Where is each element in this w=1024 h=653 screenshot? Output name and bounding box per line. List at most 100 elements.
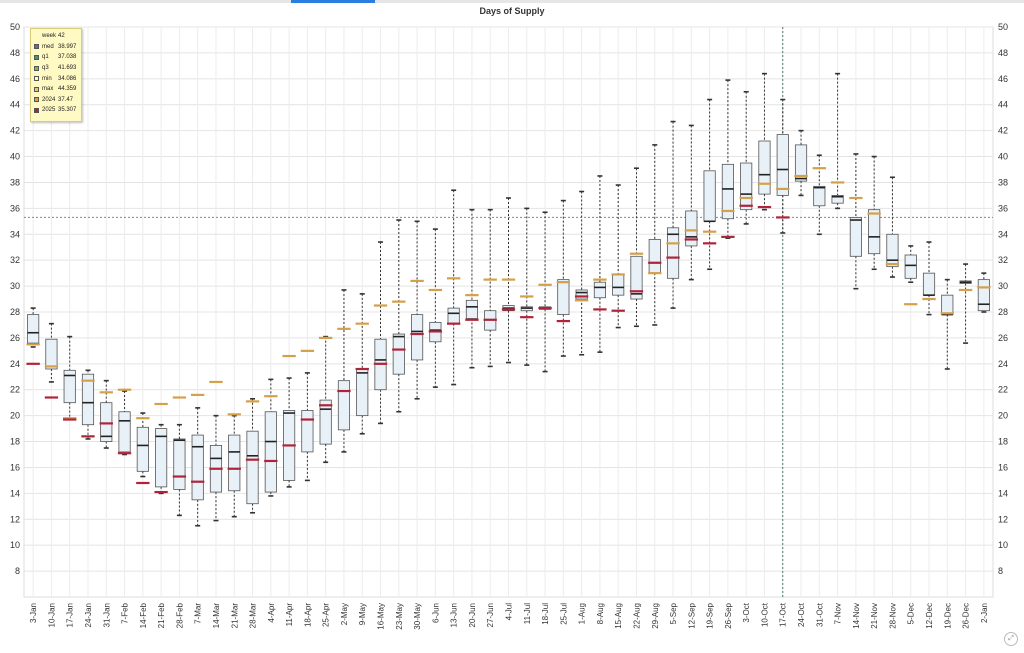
y-tick-label-right: 46: [998, 74, 1008, 84]
x-tick-label: 11-Jul: [523, 603, 532, 624]
box-iqr: [45, 338, 58, 370]
x-tick-label: 10-Jan: [47, 603, 56, 627]
box-iqr: [703, 170, 716, 222]
x-tick-label: 4-Jul: [505, 603, 514, 621]
x-tick-label: 16-May: [377, 603, 386, 630]
x-tick-label: 2-Jan: [980, 603, 989, 623]
tooltip-swatch: [34, 76, 39, 82]
box-iqr: [776, 134, 789, 196]
box-iqr: [319, 399, 332, 445]
box-iqr: [118, 411, 131, 453]
y-tick-label-right: 32: [998, 255, 1008, 265]
tooltip-value: 37.47: [58, 96, 74, 103]
x-tick-label: 21-Feb: [157, 602, 166, 628]
box-iqr: [868, 209, 881, 255]
box-iqr: [81, 373, 95, 426]
y-tick-label-right: 12: [998, 514, 1008, 524]
x-tick-label: 14-Mar: [212, 603, 221, 629]
x-tick-label: 12-Dec: [925, 603, 934, 629]
y-tick-label-left: 26: [10, 333, 20, 343]
x-tick-label: 7-Mar: [194, 603, 203, 624]
y-tick-label-left: 20: [10, 411, 20, 421]
box-iqr: [758, 140, 771, 195]
tooltip-label: min: [42, 75, 52, 82]
x-tick-label: 25-Apr: [322, 603, 331, 627]
tooltip-row: med 38.997: [34, 42, 78, 53]
x-tick-label: 9-May: [358, 603, 367, 625]
box-iqr: [813, 185, 826, 207]
y-tick-label-left: 38: [10, 177, 20, 187]
box-iqr: [721, 163, 734, 220]
box-iqr: [63, 369, 76, 404]
box-iqr: [337, 380, 351, 431]
tooltip-value: 35.307: [58, 107, 77, 114]
y-tick-label-left: 16: [10, 462, 20, 472]
x-tick-label: 18-Jul: [541, 603, 550, 625]
box-iqr: [740, 162, 753, 211]
box-iqr: [904, 254, 917, 279]
y-tick-label-right: 10: [998, 540, 1008, 550]
tooltip-value: 42: [58, 33, 65, 40]
x-tick-label: 28-Feb: [175, 602, 184, 628]
y-tick-label-left: 44: [10, 100, 20, 110]
box-iqr: [557, 279, 570, 315]
x-tick-label: 19-Dec: [943, 603, 952, 629]
tooltip-row: max 44.359: [34, 84, 78, 95]
box-iqr: [612, 274, 625, 296]
tooltip-swatch: [34, 107, 39, 113]
y-tick-label-right: 16: [998, 462, 1008, 472]
box-iqr: [100, 402, 113, 442]
y-tick-label-left: 22: [10, 385, 20, 395]
tooltip-swatch: [34, 86, 39, 92]
y-tick-label-left: 12: [10, 514, 20, 524]
x-tick-label: 10-Oct: [760, 602, 769, 627]
tooltip-swatch: [34, 65, 39, 71]
x-tick-label: 22-Aug: [632, 603, 641, 629]
y-tick-label-right: 48: [998, 48, 1008, 58]
x-tick-label: 31-Oct: [815, 602, 824, 627]
x-tick-label: 23-May: [395, 603, 404, 630]
box-iqr: [593, 281, 606, 299]
y-tick-label-right: 42: [998, 126, 1008, 136]
tooltip-label: max: [42, 86, 54, 93]
y-tick-label-left: 24: [10, 359, 20, 369]
box-iqr: [922, 272, 936, 296]
y-tick-label-left: 40: [10, 152, 20, 162]
y-tick-label-left: 36: [10, 203, 20, 213]
top-tab-strip: [0, 0, 1024, 3]
y-tick-label-right: 26: [998, 333, 1008, 343]
active-tab-indicator[interactable]: [291, 0, 375, 3]
x-tick-label: 28-Nov: [888, 603, 897, 629]
tooltip-label: week: [42, 33, 57, 40]
y-tick-label-left: 32: [10, 255, 20, 265]
resize-icon[interactable]: ⤢: [1004, 632, 1018, 646]
tooltip-value: 44.359: [58, 86, 77, 93]
x-tick-label: 30-May: [413, 603, 422, 630]
box-iqr: [575, 289, 588, 300]
tooltip-swatch: [34, 97, 39, 103]
x-tick-label: 14-Nov: [852, 603, 861, 629]
hover-tooltip: week 42 med 38.997 q1 37.038 q3 41.693 min 34.086…: [30, 28, 82, 122]
y-tick-label-left: 42: [10, 126, 20, 136]
box-iqr: [301, 410, 314, 453]
y-tick-label-right: 40: [998, 152, 1008, 162]
y-tick-label-right: 38: [998, 177, 1008, 187]
tooltip-row: q3 41.693: [34, 63, 78, 74]
box-iqr: [228, 434, 241, 492]
x-tick-label: 21-Mar: [230, 603, 239, 629]
y-tick-label-right: 22: [998, 385, 1008, 395]
box-iqr: [27, 314, 40, 344]
x-tick-label: 8-Aug: [596, 603, 605, 624]
box-iqr: [465, 299, 479, 319]
tooltip-value: 37.038: [58, 54, 77, 61]
x-tick-label: 2-May: [340, 603, 349, 625]
x-tick-label: 3-Oct: [742, 602, 751, 622]
y-tick-label-right: 34: [998, 229, 1008, 239]
box-iqr: [648, 239, 661, 274]
y-tick-label-left: 50: [10, 22, 20, 32]
x-tick-label: 7-Feb: [121, 602, 130, 623]
y-tick-label-right: 8: [998, 566, 1003, 576]
y-tick-label-left: 28: [10, 307, 20, 317]
x-tick-label: 28-Mar: [249, 603, 258, 629]
